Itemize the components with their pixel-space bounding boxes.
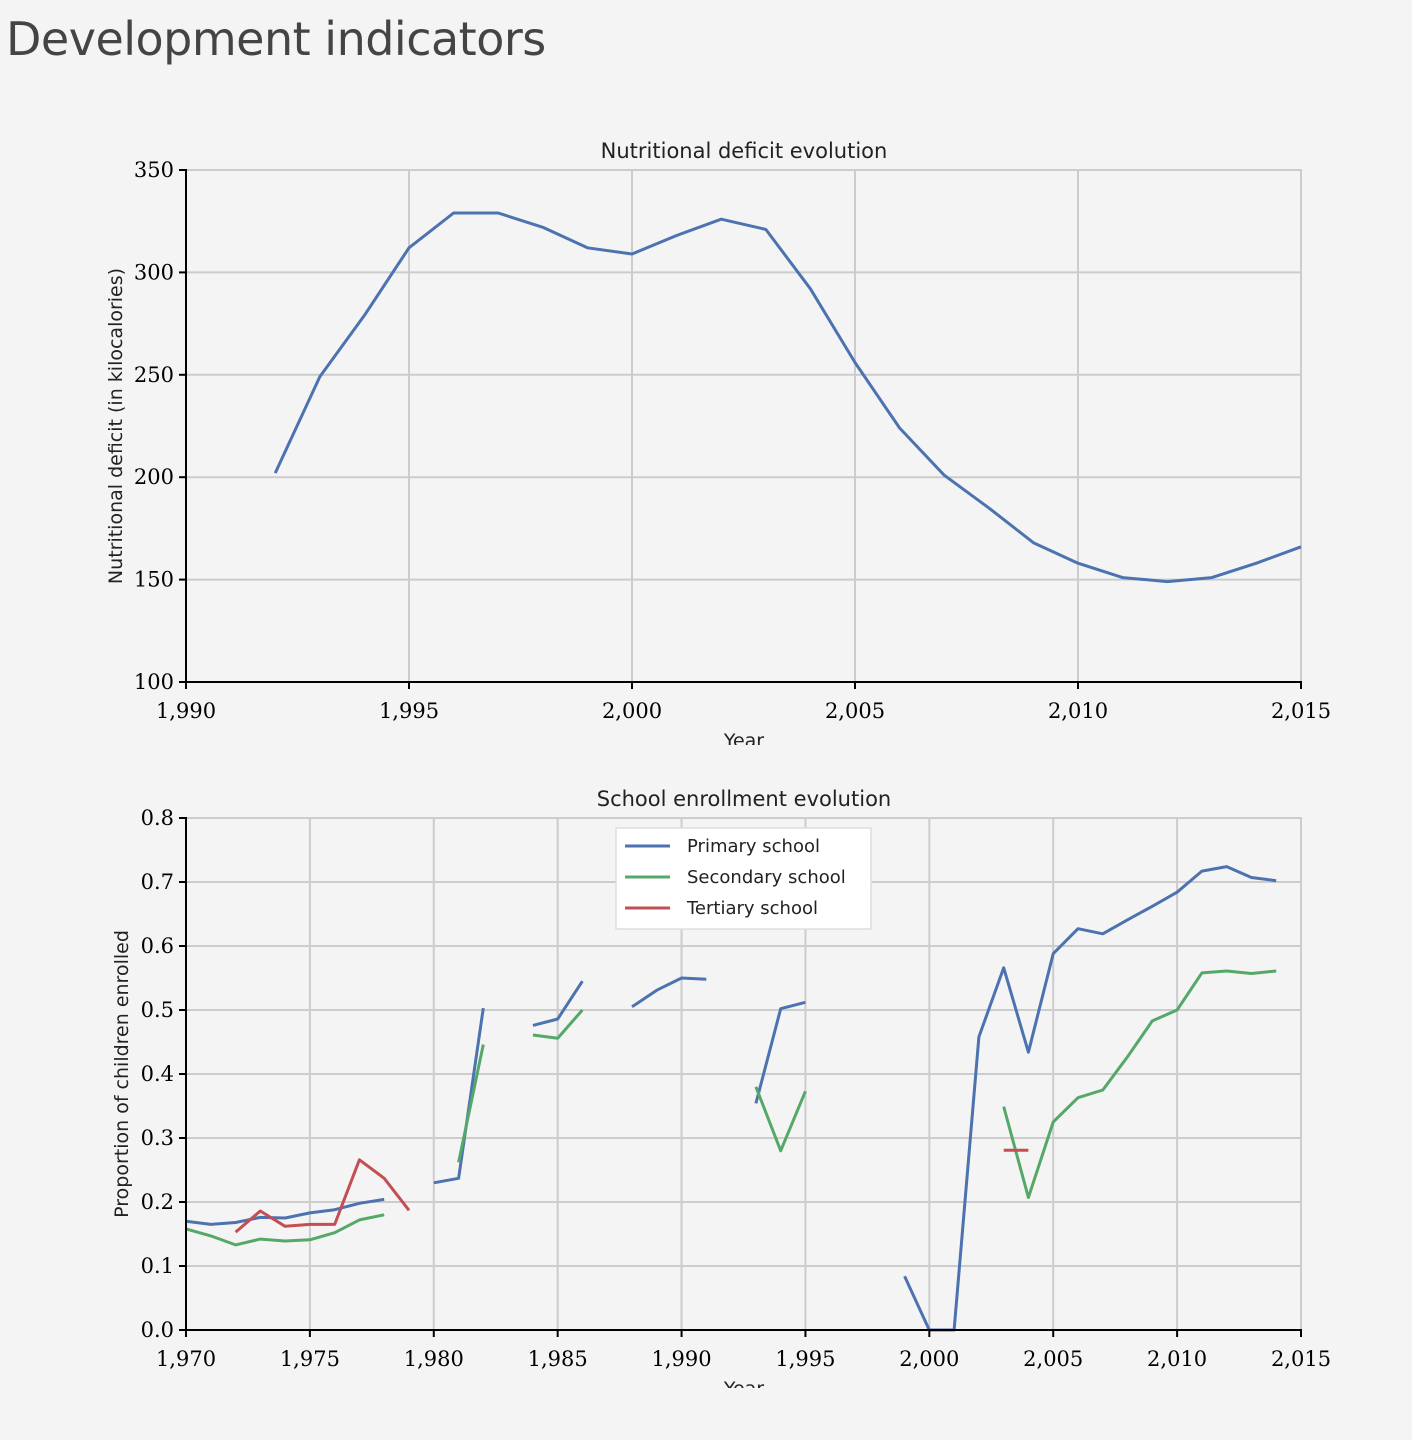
plot-frame bbox=[185, 169, 1302, 683]
x-tick-label: 2,005 bbox=[825, 699, 885, 723]
nutrition-chart: Nutritional deficit evolution 1,990 1,995… bbox=[105, 139, 1331, 745]
y-tick-label: 0.3 bbox=[141, 1126, 174, 1150]
y-tick-label: 0.5 bbox=[141, 998, 174, 1022]
y-tick-label: 0.2 bbox=[141, 1190, 174, 1214]
x-tick-label: 1,995 bbox=[775, 1347, 835, 1371]
y-tick-label: 0.1 bbox=[141, 1254, 174, 1278]
legend-label: Primary school bbox=[687, 836, 820, 857]
series-line bbox=[234, 1148, 1029, 1234]
y-tick-label: 200 bbox=[134, 465, 174, 489]
series-line bbox=[185, 865, 1277, 1332]
x-tick-label: 1,980 bbox=[404, 1347, 464, 1371]
series-line bbox=[273, 211, 1302, 584]
x-tick-label: 2,000 bbox=[602, 699, 662, 723]
chart-title: Nutritional deficit evolution bbox=[601, 139, 888, 163]
x-tick-label: 2,000 bbox=[899, 1347, 959, 1371]
legend: Primary school Secondary school Tertiary s… bbox=[615, 827, 872, 930]
legend-label: Secondary school bbox=[687, 867, 846, 888]
x-axis-label: Year bbox=[723, 1378, 764, 1388]
y-tick-label: 0.4 bbox=[141, 1062, 174, 1086]
y-tick-label: 0.8 bbox=[141, 806, 174, 830]
y-tick-label: 300 bbox=[134, 260, 174, 284]
x-axis-label: Year bbox=[723, 730, 764, 745]
page-title: Development indicators bbox=[6, 12, 546, 66]
y-tick-label: 350 bbox=[134, 158, 174, 182]
chart-title: School enrollment evolution bbox=[597, 787, 891, 811]
x-tick-label: 1,985 bbox=[528, 1347, 588, 1371]
x-tick-label: 2,015 bbox=[1271, 699, 1331, 723]
y-axis-label: Nutritional deficit (in kilocalories) bbox=[105, 268, 127, 584]
y-tick-label: 0.0 bbox=[141, 1318, 174, 1342]
x-tick-label: 2,005 bbox=[1023, 1347, 1083, 1371]
x-tick-label: 2,010 bbox=[1147, 1347, 1207, 1371]
series-group bbox=[185, 865, 1277, 1332]
y-tick-label: 0.6 bbox=[141, 934, 174, 958]
grid bbox=[185, 169, 1302, 683]
x-tick-label: 1,990 bbox=[156, 699, 216, 723]
x-tick-label: 1,990 bbox=[651, 1347, 711, 1371]
y-tick-label: 0.7 bbox=[141, 870, 174, 894]
series-group bbox=[273, 211, 1302, 584]
series-line bbox=[185, 969, 1277, 1247]
axes: 1,990 1,995 2,000 2,005 2,010 2,015 100 150 200 2… bbox=[134, 158, 1331, 723]
legend-label: Tertiary school bbox=[686, 898, 818, 919]
axes: 1,970 1,975 1,980 1,985 1,990 1,995 2,000 2,005… bbox=[141, 806, 1331, 1371]
x-tick-label: 2,010 bbox=[1048, 699, 1108, 723]
y-axis-label: Proportion of children enrolled bbox=[111, 930, 133, 1218]
x-tick-label: 1,975 bbox=[280, 1347, 340, 1371]
y-tick-label: 250 bbox=[134, 363, 174, 387]
x-tick-label: 2,015 bbox=[1271, 1347, 1331, 1371]
school-enrollment-chart: School enrollment evolution 1,970 1,975 1,… bbox=[111, 787, 1331, 1388]
x-tick-label: 1,970 bbox=[156, 1347, 216, 1371]
y-tick-label: 150 bbox=[134, 568, 174, 592]
x-tick-label: 1,995 bbox=[379, 699, 439, 723]
y-tick-label: 100 bbox=[134, 670, 174, 694]
